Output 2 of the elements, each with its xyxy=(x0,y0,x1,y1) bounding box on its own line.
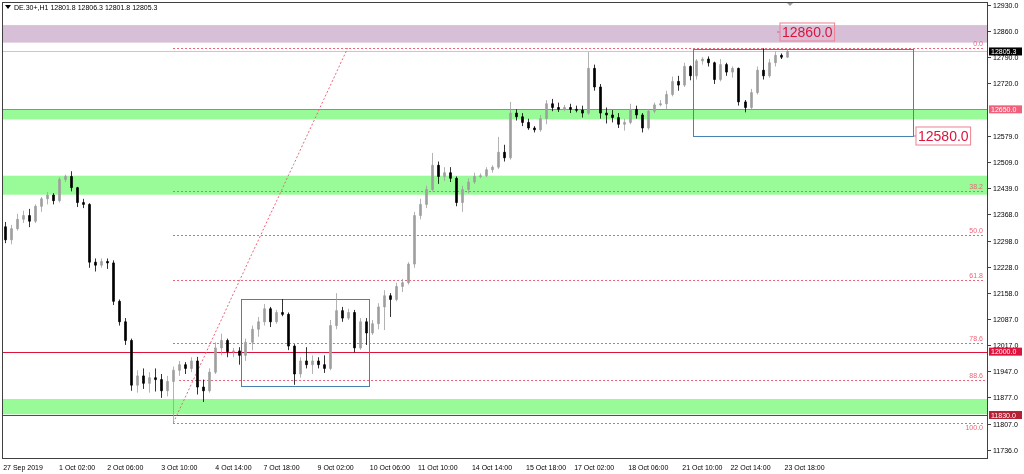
annotation: 12860.0 xyxy=(782,24,833,40)
annotation: 12580.0 xyxy=(918,128,969,144)
